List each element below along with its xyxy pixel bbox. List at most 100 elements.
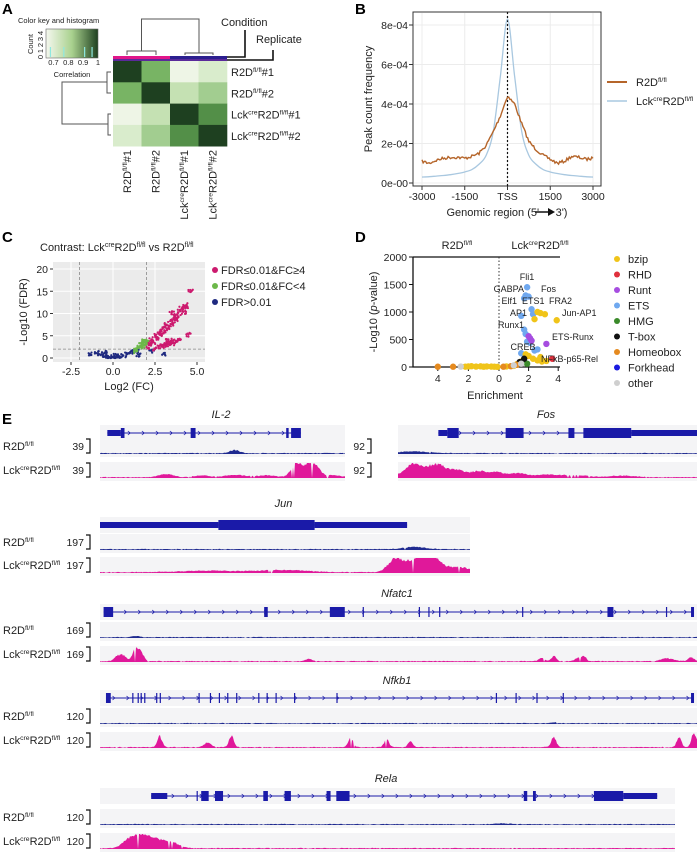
motif-point: [528, 306, 535, 313]
volcano-point: [156, 344, 159, 347]
strand-arrow-icon: [459, 609, 464, 615]
panel-label-e: E: [2, 411, 12, 428]
gene-name: Jun: [274, 498, 293, 510]
strand-arrow-icon: [542, 430, 546, 436]
strand-arrow-icon: [448, 695, 452, 701]
motif-label: GABPA: [494, 284, 524, 294]
track-background: [100, 438, 345, 457]
strand-arrow-icon: [686, 695, 690, 701]
utr: [623, 793, 658, 799]
condition-bar: [170, 56, 199, 59]
scale-bracket: [86, 732, 91, 748]
exon: [218, 520, 315, 530]
track-background: [100, 732, 697, 751]
volcano-point: [144, 339, 147, 342]
utr: [314, 522, 408, 528]
track-background: [100, 708, 697, 727]
exon: [132, 693, 134, 703]
volcano-point: [101, 355, 104, 358]
strand-arrow-icon: [683, 609, 688, 615]
color-key-count-tick: 4: [36, 31, 45, 35]
strand-arrow-icon: [239, 430, 243, 436]
row-dendrogram: [61, 71, 111, 136]
volcano-point: [183, 312, 187, 316]
volcano-point: [173, 338, 176, 341]
label-part: R2D: [30, 735, 52, 747]
volcano-point: [143, 346, 146, 349]
genotype-label: R2Dfl/fl#2: [150, 150, 162, 193]
superscript: fl/fl: [560, 240, 569, 247]
y-tick-label: 5: [42, 331, 48, 343]
superscript: cre: [20, 836, 30, 843]
coverage-area: [100, 546, 470, 550]
exon: [263, 791, 268, 801]
volcano-point: [188, 331, 191, 334]
label-part: #2: [262, 88, 274, 100]
volcano-point: [172, 313, 175, 316]
track-scale: 169: [66, 625, 84, 637]
column-label: R2Dfl/fl#1: [122, 150, 134, 193]
x-tick-label: 3000: [581, 191, 605, 203]
legend-label: HMG: [628, 316, 654, 328]
motif-label: Fos: [541, 284, 557, 294]
strand-arrow-icon: [431, 609, 436, 615]
volcano-point: [148, 337, 151, 340]
column-label: R2Dfl/fl#2: [150, 150, 162, 193]
y-tick-label: 4e-04: [381, 99, 408, 111]
volcano-point: [126, 353, 129, 356]
label-part: #2: [288, 131, 300, 143]
volcano-point: [161, 353, 164, 356]
volcano-point: [147, 346, 151, 349]
strand-arrow-icon: [462, 695, 466, 701]
superscript: fl/fl: [179, 162, 186, 171]
exon: [583, 428, 632, 438]
strand-arrow-icon: [501, 609, 506, 615]
strand-arrow-icon: [253, 430, 257, 436]
label-part: R2D: [663, 96, 685, 108]
exon: [336, 791, 350, 801]
chart-title: Contrast: LckcreR2Dfl/fl vs R2Dfl/fl: [40, 242, 194, 254]
strand-arrow-icon: [123, 609, 128, 615]
legend-label: RHD: [628, 270, 652, 282]
volcano-point: [181, 310, 184, 313]
volcano-point: [152, 348, 155, 352]
coverage-area: [398, 451, 697, 454]
legend-dot: [212, 299, 218, 305]
label-part: R2D: [30, 465, 52, 477]
motif-point: [510, 362, 517, 369]
volcano-point: [175, 316, 178, 319]
volcano-point: [170, 318, 174, 321]
volcano-point: [135, 355, 138, 358]
heatmap-cell: [170, 82, 199, 104]
legend-dot: [212, 283, 218, 289]
strand-arrow-icon: [353, 793, 357, 799]
replicate-label: Replicate: [256, 34, 302, 46]
exon: [144, 693, 146, 703]
color-key-count-tick: 1: [36, 49, 45, 53]
panel-a-heatmap: ConditionReplicateR2Dfl/fl#1R2Dfl/fl#1R2…: [18, 16, 302, 220]
legend-label: ETS: [628, 301, 649, 313]
motif-point: [520, 295, 528, 302]
legend-label: bzip: [628, 254, 648, 266]
track-label-ko: LckcreR2Dfl/fl: [3, 560, 61, 572]
strand-arrow-icon: [112, 695, 116, 701]
label-part: #2: [151, 150, 163, 162]
right-group-header: LckcreR2Dfl/fl: [511, 240, 569, 252]
volcano-point: [179, 308, 182, 311]
superscript: fl/fl: [52, 649, 61, 656]
track-scale: 197: [66, 560, 84, 572]
strand-arrow-icon: [249, 609, 254, 615]
strand-arrow-icon: [182, 695, 186, 701]
strand-arrow-icon: [137, 609, 142, 615]
label-part: R2D: [3, 812, 25, 824]
strand-arrow-icon: [281, 430, 285, 436]
column-dendrogram: [126, 18, 214, 55]
track-scale: 120: [66, 711, 84, 723]
volcano-point: [172, 310, 175, 313]
label-part: #1: [179, 150, 191, 162]
heatmap-cell: [113, 61, 142, 83]
volcano-point: [163, 343, 166, 347]
coverage-track-ko: LckcreR2Dfl/fl 197: [3, 557, 470, 576]
motif-label: Fli1: [520, 272, 535, 282]
